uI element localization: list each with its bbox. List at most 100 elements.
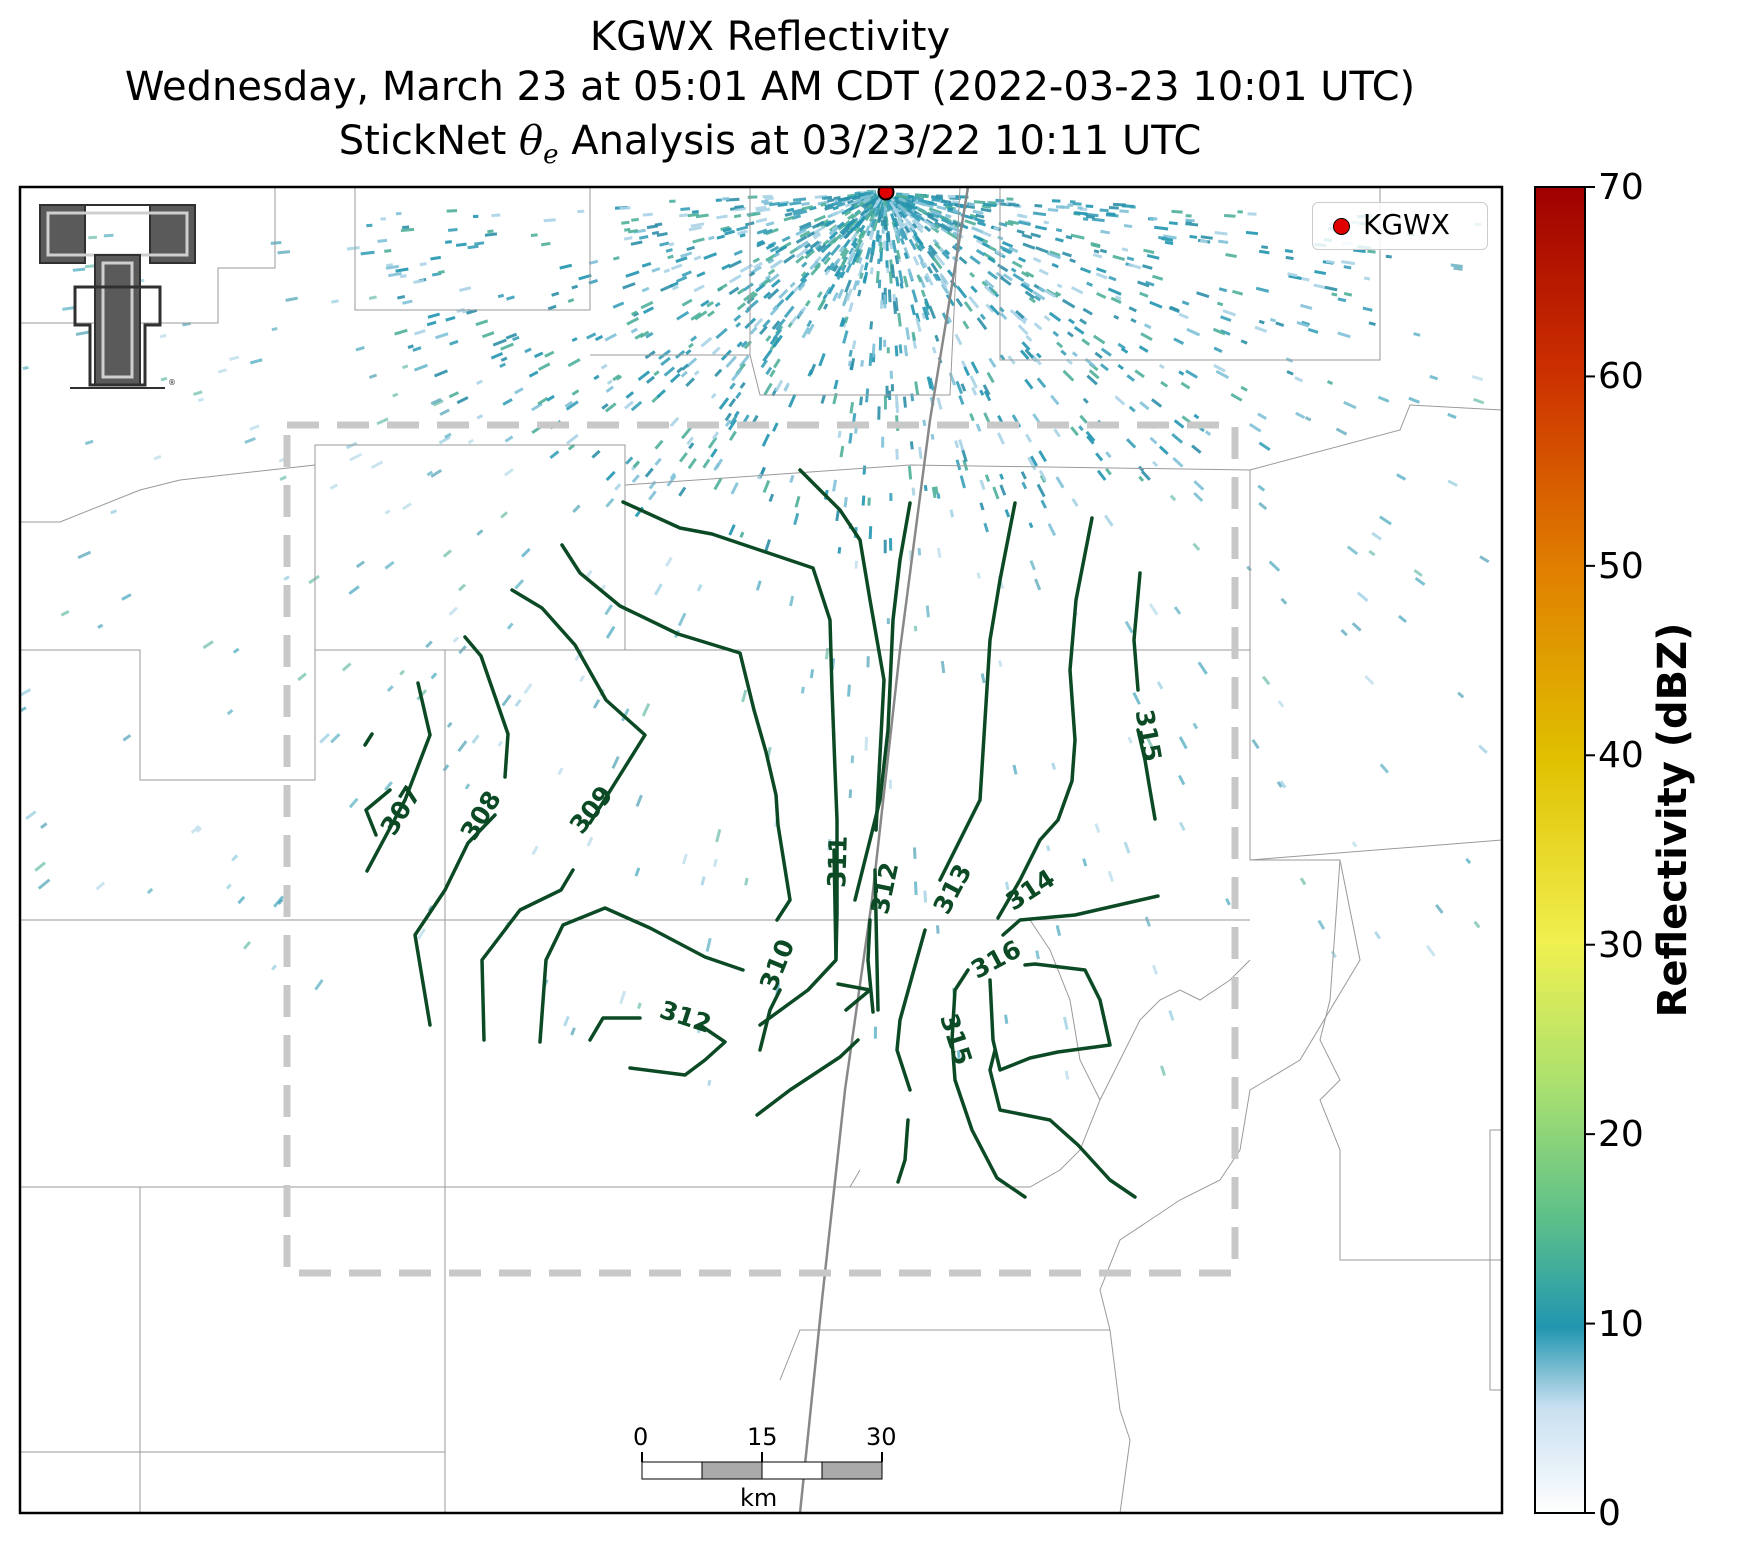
echo-speck <box>1082 217 1089 221</box>
echo-speck <box>355 346 365 352</box>
echo-speck <box>1268 560 1281 572</box>
echo-speck <box>1051 762 1057 770</box>
echo-speck <box>1447 412 1457 419</box>
echo-speck <box>625 270 640 278</box>
echo-speck <box>938 223 952 233</box>
echo-speck <box>571 389 580 396</box>
scalebar-label: 30 <box>866 1423 897 1451</box>
echo-speck <box>368 295 377 300</box>
echo-speck <box>789 281 796 288</box>
echo-speck <box>1178 774 1186 786</box>
echo-speck <box>624 400 634 410</box>
echo-speck <box>585 569 593 578</box>
echo-speck <box>395 267 409 273</box>
chart-subtitle-time: Wednesday, March 23 at 05:01 AM CDT (202… <box>124 64 1416 110</box>
echo-speck <box>888 271 893 284</box>
echo-speck <box>817 243 827 253</box>
echo-speck <box>889 242 894 250</box>
echo-speck <box>557 767 564 776</box>
echo-speck <box>1356 591 1369 602</box>
echo-speck <box>715 198 722 202</box>
echo-speck <box>799 271 810 283</box>
echo-speck <box>653 370 660 377</box>
echo-speck <box>500 342 514 351</box>
echo-speck <box>1149 300 1163 309</box>
echo-speck <box>940 226 949 234</box>
echo-speck <box>722 227 732 233</box>
echo-speck <box>1034 295 1042 302</box>
echo-speck <box>893 196 901 202</box>
echo-speck <box>277 250 291 255</box>
echo-speck <box>1397 614 1408 624</box>
echo-speck <box>1070 286 1084 295</box>
echo-speck <box>685 377 696 387</box>
echo-speck <box>1307 327 1319 334</box>
echo-speck <box>700 876 706 886</box>
echo-speck <box>95 881 106 891</box>
echo-speck <box>835 510 840 522</box>
echo-speck <box>1199 239 1208 244</box>
colorbar-tick-label: 20 <box>1598 1114 1644 1155</box>
echo-speck <box>1258 249 1270 255</box>
echo-speck <box>605 385 614 393</box>
echo-speck <box>1204 430 1212 437</box>
echo-speck <box>941 199 952 204</box>
echo-speck <box>987 270 999 280</box>
echo-speck <box>1258 441 1271 451</box>
echo-speck <box>1414 577 1426 586</box>
echo-speck <box>936 205 947 211</box>
echo-speck <box>913 625 918 632</box>
echo-speck <box>693 284 705 293</box>
contour-314 <box>950 516 1094 1199</box>
echo-speck <box>500 511 508 519</box>
echo-speck <box>968 295 980 309</box>
echo-speck <box>1132 692 1141 705</box>
echo-speck <box>973 200 986 205</box>
echo-speck <box>874 208 880 218</box>
echo-speck <box>512 335 520 342</box>
echo-speck <box>1025 271 1035 279</box>
echo-speck <box>446 721 453 728</box>
echo-speck <box>740 229 748 235</box>
echo-speck <box>975 213 985 219</box>
echo-speck <box>728 274 742 284</box>
echo-speck <box>442 764 450 772</box>
echo-speck <box>895 193 910 199</box>
echo-speck <box>654 457 662 466</box>
echo-speck <box>824 647 830 660</box>
echo-speck <box>863 262 869 271</box>
echo-speck <box>801 205 814 211</box>
echo-speck <box>861 192 875 200</box>
echo-speck <box>979 479 986 491</box>
echo-speck <box>497 293 505 299</box>
echo-speck <box>1032 290 1046 301</box>
echo-speck <box>1110 296 1122 305</box>
echo-speck <box>1069 200 1076 204</box>
echo-speck <box>710 392 717 399</box>
echo-speck <box>103 233 114 238</box>
echo-speck <box>1094 351 1103 359</box>
echo-speck <box>800 686 805 694</box>
echo-speck <box>836 271 843 281</box>
echo-speck <box>954 440 960 449</box>
echo-speck <box>773 358 781 369</box>
echo-speck <box>514 698 522 708</box>
echo-speck <box>868 353 873 366</box>
echo-speck <box>426 470 434 477</box>
echo-speck <box>915 318 922 333</box>
echo-speck <box>270 241 282 245</box>
echo-speck <box>769 369 776 378</box>
echo-speck <box>700 336 713 348</box>
echo-speck <box>1099 363 1109 372</box>
echo-speck <box>506 295 515 301</box>
contour-309 <box>480 588 647 1042</box>
echo-speck <box>1368 321 1376 327</box>
echo-speck <box>438 435 451 445</box>
texas-tech-logo: ® <box>39 204 196 389</box>
echo-speck <box>969 255 981 265</box>
echo-speck <box>865 247 872 260</box>
echo-speck <box>864 736 869 751</box>
echo-speck <box>402 299 413 305</box>
echo-speck <box>1140 332 1153 341</box>
echo-speck <box>715 829 722 843</box>
